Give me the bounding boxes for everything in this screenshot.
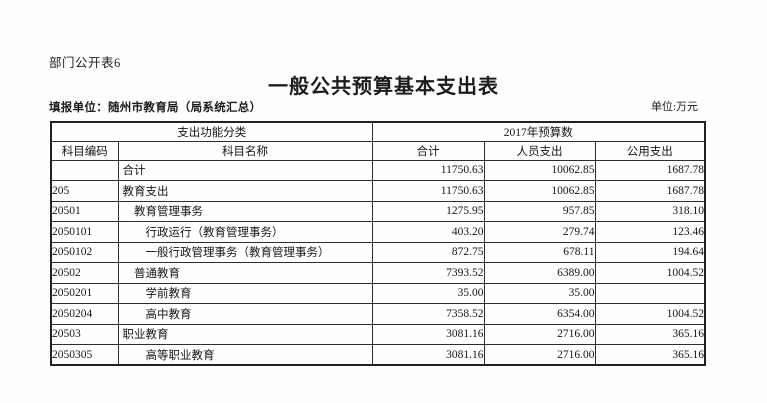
- cell-personnel: 6389.00: [483, 262, 596, 284]
- reporting-unit: 填报单位：随州市教育局（局系统汇总）: [49, 102, 262, 114]
- cell-personnel: 6354.00: [483, 303, 596, 325]
- header-public: 公用支出: [594, 140, 706, 161]
- cell-total: 3081.16: [371, 323, 485, 345]
- cell-public: 1687.78: [594, 159, 706, 181]
- cell-personnel: 957.85: [483, 200, 596, 222]
- cell-public: 1004.52: [594, 262, 706, 284]
- cell-name: 教育管理事务: [117, 200, 373, 222]
- table-row: 2050201 学前教育 35.00 35.00: [50, 282, 706, 304]
- cell-name: 普通教育: [117, 262, 373, 284]
- cell-total: 11750.63: [371, 180, 485, 202]
- cell-code: [50, 159, 119, 181]
- header-group-row: 支出功能分类 2017年预算数: [50, 121, 706, 142]
- cell-total: 35.00: [371, 282, 485, 304]
- table-row: 2050305 高等职业教育 3081.16 2716.00 365.16: [50, 344, 706, 366]
- cell-personnel: 10062.85: [483, 180, 596, 202]
- cell-name: 职业教育: [117, 323, 373, 345]
- cell-personnel: 279.74: [483, 221, 596, 243]
- header-total: 合计: [371, 140, 485, 161]
- table-row: 2050102 一般行政管理事务（教育管理事务） 872.75 678.11 194.6…: [50, 241, 706, 263]
- cell-public: 123.46: [594, 221, 706, 243]
- table-body: 合计 11750.63 10062.85 1687.78 205 教育支出 11750.63…: [50, 159, 706, 366]
- cell-total: 3081.16: [371, 344, 485, 366]
- cell-code: 20502: [50, 262, 119, 284]
- cell-public: 1004.52: [594, 303, 706, 325]
- table-row: 2050101 行政运行（教育管理事务） 403.20 279.74 123.46: [50, 221, 706, 243]
- cell-personnel: 10062.85: [483, 159, 596, 181]
- cell-personnel: 35.00: [483, 282, 596, 304]
- cell-total: 11750.63: [371, 159, 485, 181]
- table-row: 20501 教育管理事务 1275.95 957.85 318.10: [50, 200, 706, 222]
- cell-code: 2050201: [50, 282, 119, 304]
- cell-total: 872.75: [371, 241, 485, 263]
- cell-total: 403.20: [371, 221, 485, 243]
- doc-label: 部门公开表6: [49, 56, 121, 70]
- cell-total: 7358.52: [371, 303, 485, 325]
- header-columns-row: 科目编码 科目名称 合计 人员支出 公用支出: [50, 140, 706, 161]
- header-function-group: 支出功能分类: [50, 121, 373, 142]
- cell-code: 2050102: [50, 241, 119, 263]
- cell-personnel: 2716.00: [483, 344, 596, 366]
- page-title: 一般公共预算基本支出表: [268, 76, 499, 98]
- cell-name: 学前教育: [117, 282, 373, 304]
- cell-name: 教育支出: [117, 180, 373, 202]
- table-row: 205 教育支出 11750.63 10062.85 1687.78: [50, 180, 706, 202]
- table-row: 20502 普通教育 7393.52 6389.00 1004.52: [50, 262, 706, 284]
- cell-public: 318.10: [594, 200, 706, 222]
- cell-code: 20503: [50, 323, 119, 345]
- budget-table: 支出功能分类 2017年预算数 科目编码 科目名称 合计 人员支出 公用支出 合…: [50, 121, 706, 366]
- cell-public: 365.16: [594, 344, 706, 366]
- cell-name: 高等职业教育: [117, 344, 373, 366]
- cell-name: 一般行政管理事务（教育管理事务）: [117, 241, 373, 263]
- cell-name: 行政运行（教育管理事务）: [117, 221, 373, 243]
- cell-code: 2050305: [50, 344, 119, 366]
- table-row: 合计 11750.63 10062.85 1687.78: [50, 159, 706, 181]
- cell-name: 高中教育: [117, 303, 373, 325]
- table-header: 支出功能分类 2017年预算数 科目编码 科目名称 合计 人员支出 公用支出: [50, 121, 706, 161]
- cell-code: 205: [50, 180, 119, 202]
- header-budget-group: 2017年预算数: [371, 121, 706, 142]
- cell-public: 1687.78: [594, 180, 706, 202]
- header-code: 科目编码: [50, 140, 119, 161]
- header-name: 科目名称: [117, 140, 373, 161]
- cell-code: 2050204: [50, 303, 119, 325]
- cell-personnel: 678.11: [483, 241, 596, 263]
- cell-total: 7393.52: [371, 262, 485, 284]
- cell-public: 365.16: [594, 323, 706, 345]
- cell-code: 20501: [50, 200, 119, 222]
- cell-personnel: 2716.00: [483, 323, 596, 345]
- table-row: 2050204 高中教育 7358.52 6354.00 1004.52: [50, 303, 706, 325]
- table-row: 20503 职业教育 3081.16 2716.00 365.16: [50, 323, 706, 345]
- cell-name: 合计: [117, 159, 373, 181]
- cell-public: 194.64: [594, 241, 706, 263]
- cell-code: 2050101: [50, 221, 119, 243]
- cell-public: [594, 282, 706, 304]
- unit-note: 单位:万元: [650, 101, 698, 113]
- cell-total: 1275.95: [371, 200, 485, 222]
- header-personnel: 人员支出: [483, 140, 596, 161]
